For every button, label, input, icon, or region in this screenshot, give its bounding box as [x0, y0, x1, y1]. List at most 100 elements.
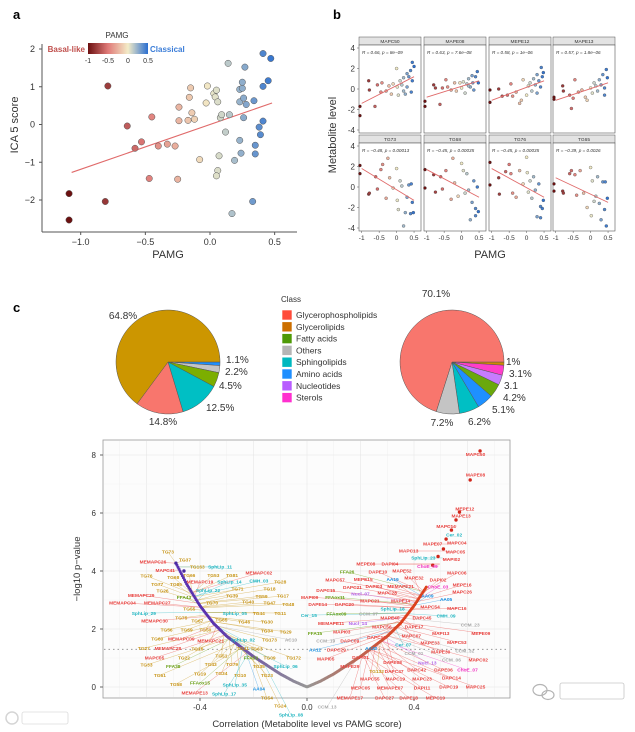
metabolite-label: MAPC13	[399, 549, 419, 555]
data-point	[510, 94, 515, 98]
metabolite-point	[182, 569, 186, 573]
data-point	[597, 78, 601, 82]
x-tick-label: 0.5	[604, 235, 613, 242]
watermark-right	[532, 682, 625, 701]
label-connector	[401, 622, 441, 634]
label-connector	[225, 634, 294, 659]
data-point	[521, 78, 525, 82]
data-point	[514, 195, 518, 199]
data-point	[215, 152, 223, 160]
data-point	[440, 187, 445, 191]
metabolite-label: DAPE17	[405, 625, 424, 631]
watermark-logo-icon	[21, 711, 69, 725]
label-connector	[143, 612, 206, 614]
data-point	[488, 183, 492, 187]
label-connector	[369, 649, 423, 689]
label-connector	[263, 663, 292, 715]
data-point	[568, 172, 572, 176]
data-point	[154, 142, 162, 150]
facet-stat: R = 0.58, p = 1e−06	[492, 50, 533, 55]
metabolite-label: MEPE15	[354, 577, 373, 583]
pie-slice-label: 3.1	[504, 381, 518, 392]
legend-swatch	[281, 368, 293, 380]
metabolite-point	[468, 478, 472, 482]
pie-slice-glycerophospholipids	[136, 361, 184, 415]
facet-title: TG73	[384, 137, 396, 143]
data-point	[148, 113, 156, 121]
metabolite-label: MEPC19	[426, 696, 446, 702]
data-point	[578, 168, 582, 173]
metabolite-label: DAPC09	[340, 639, 359, 645]
facet-tg76: TG76 R = −0.45, p = 0.00035 -1 -0.5 0 0.5	[488, 134, 552, 242]
metabolite-label: AC10	[285, 638, 298, 644]
label-connector	[360, 649, 370, 688]
x-tick-label: -0.5	[439, 235, 451, 242]
label-connector	[336, 630, 393, 651]
metabolite-label: DAPE06	[434, 668, 453, 674]
label-connector	[221, 642, 235, 674]
label-connector	[373, 585, 419, 600]
label-connector	[392, 578, 421, 596]
y-tick-label: 1	[30, 82, 35, 92]
metabolite-point	[174, 561, 178, 565]
data-point	[488, 100, 492, 104]
label-connector	[352, 586, 419, 600]
colorbar-tick-label: 0	[126, 58, 130, 65]
label-connector	[141, 594, 199, 604]
metabolite-label: MAPE52	[392, 569, 412, 575]
label-connector	[369, 649, 449, 688]
label-connector	[256, 658, 281, 706]
metabolite-label: TG30	[261, 620, 273, 626]
metabolite-label: FFAox11	[325, 595, 345, 601]
metabolite-label: TG67	[191, 619, 203, 625]
metabolite-label: TG22	[178, 656, 190, 662]
data-point	[222, 128, 229, 136]
panel-a-scatter: −2 −1 0 1 2 −1.0 −0.5 0.0 0.5 PAMG ICA 5 score PAMG…	[9, 31, 297, 261]
data-point	[401, 224, 406, 228]
legend-swatch	[281, 333, 293, 344]
facet-stat: R = −0.45, p = 0.00035	[427, 148, 475, 153]
legend-title: Class	[281, 295, 301, 304]
data-point	[595, 175, 600, 179]
label-connector	[381, 640, 468, 671]
metabolite-label: CCM_13	[318, 705, 337, 711]
label-connector	[381, 619, 404, 628]
data-point	[188, 109, 196, 117]
pie-slice-label: 70.1%	[422, 289, 450, 300]
data-point	[539, 65, 543, 70]
metabolite-labels: TG73 TG37 MEMAPC26 MAPC41 TG163 SphLip_11 TG76…	[109, 452, 491, 719]
label-connector	[205, 612, 259, 614]
label-connector	[381, 640, 444, 671]
label-connector	[387, 592, 417, 603]
facet-stat: R = −0.39, p = 0.0026	[556, 148, 601, 153]
label-connector	[143, 629, 221, 649]
metabolite-label: MAPC26	[452, 590, 472, 596]
data-point	[251, 141, 259, 149]
label-connector	[186, 620, 212, 631]
metabolite-label: TG76	[141, 574, 153, 580]
metabolite-label: TG16	[191, 647, 203, 653]
label-connector	[403, 619, 415, 628]
data-point	[581, 191, 586, 195]
label-connector	[192, 574, 214, 594]
data-point	[531, 77, 536, 81]
data-point	[561, 84, 565, 88]
label-connector	[194, 652, 248, 693]
data-point	[463, 191, 467, 195]
data-point	[256, 131, 264, 139]
data-point	[394, 166, 399, 171]
data-point	[251, 150, 259, 158]
data-point	[592, 81, 596, 85]
label-connector	[375, 644, 452, 679]
data-point	[530, 89, 534, 93]
metabolite-label: SphLip_11	[208, 565, 232, 571]
x-tick-label: 0.0	[301, 703, 313, 712]
data-point	[552, 97, 556, 101]
label-connector	[392, 631, 465, 652]
metabolite-label: DAPE18	[399, 696, 418, 702]
metabolite-label: MAPC50	[466, 452, 486, 458]
volcano-plot: 0 2 4 6 8 -0.4 0.0 0.4 Correlation (Metabolite l…	[72, 439, 511, 730]
data-point	[461, 80, 465, 84]
data-point	[395, 198, 399, 202]
data-point	[196, 156, 204, 164]
